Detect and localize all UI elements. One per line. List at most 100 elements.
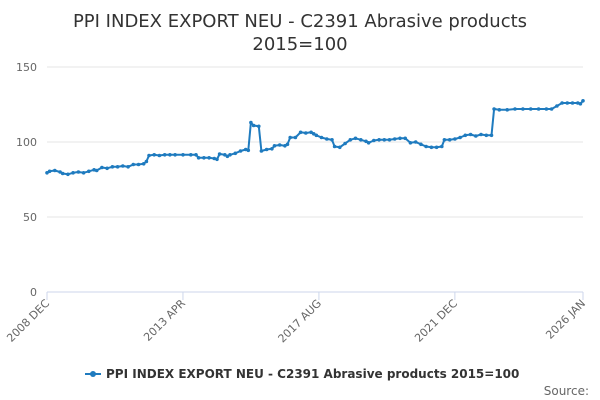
data-point[interactable] (215, 157, 219, 162)
data-point[interactable] (309, 130, 313, 135)
data-point[interactable] (285, 142, 290, 147)
data-point[interactable] (311, 132, 316, 136)
data-point[interactable] (272, 144, 277, 148)
data-point[interactable] (343, 141, 347, 146)
data-point[interactable] (157, 153, 162, 158)
data-point[interactable] (447, 138, 452, 142)
data-point[interactable] (458, 135, 462, 140)
data-point[interactable] (233, 151, 238, 156)
data-point[interactable] (382, 138, 387, 142)
data-point[interactable] (223, 153, 227, 157)
data-point[interactable] (196, 156, 201, 160)
data-point[interactable] (147, 153, 151, 158)
data-point[interactable] (468, 132, 473, 137)
legend[interactable]: PPI INDEX EXPORT NEU - C2391 Abrasive pr… (85, 367, 519, 381)
data-point[interactable] (408, 141, 413, 145)
data-point[interactable] (189, 153, 193, 157)
data-point[interactable] (560, 101, 564, 105)
data-point[interactable] (141, 162, 146, 166)
data-point[interactable] (442, 138, 447, 142)
data-point[interactable] (71, 171, 75, 175)
data-point[interactable] (228, 153, 232, 157)
data-point[interactable] (581, 99, 585, 103)
data-point[interactable] (264, 147, 269, 152)
data-point[interactable] (492, 107, 496, 111)
data-point[interactable] (521, 107, 525, 111)
data-point[interactable] (419, 142, 423, 147)
data-point[interactable] (434, 145, 439, 150)
data-point[interactable] (513, 107, 517, 111)
data-point[interactable] (283, 144, 287, 148)
data-point[interactable] (212, 156, 217, 161)
data-point[interactable] (474, 134, 478, 138)
data-point[interactable] (338, 145, 342, 150)
data-point[interactable] (413, 140, 418, 144)
data-point[interactable] (181, 153, 185, 157)
data-point[interactable] (453, 137, 457, 141)
data-point[interactable] (225, 154, 230, 159)
data-point[interactable] (372, 138, 376, 143)
data-point[interactable] (194, 153, 198, 157)
data-point[interactable] (66, 172, 70, 177)
data-point[interactable] (429, 145, 434, 150)
data-point[interactable] (53, 168, 57, 173)
data-point[interactable] (463, 133, 468, 138)
data-point[interactable] (332, 144, 337, 149)
data-point[interactable] (549, 107, 554, 111)
data-point[interactable] (578, 102, 583, 106)
data-point[interactable] (246, 148, 251, 153)
data-point[interactable] (288, 135, 293, 140)
data-point[interactable] (238, 149, 243, 153)
data-point[interactable] (152, 153, 156, 157)
data-point[interactable] (60, 171, 65, 176)
data-point[interactable] (144, 159, 149, 164)
data-point[interactable] (387, 138, 392, 142)
data-point[interactable] (202, 156, 206, 160)
data-point[interactable] (348, 138, 353, 142)
data-point[interactable] (570, 101, 575, 105)
data-point[interactable] (484, 133, 489, 138)
data-point[interactable] (366, 141, 371, 145)
data-point[interactable] (359, 138, 363, 142)
data-point[interactable] (100, 165, 104, 170)
data-point[interactable] (479, 132, 483, 137)
data-point[interactable] (314, 133, 319, 138)
data-point[interactable] (403, 136, 408, 141)
data-point[interactable] (126, 165, 130, 169)
data-point[interactable] (298, 130, 303, 135)
data-point[interactable] (257, 124, 261, 129)
data-point[interactable] (270, 147, 274, 151)
data-point[interactable] (377, 138, 381, 142)
data-point[interactable] (162, 153, 167, 157)
data-point[interactable] (277, 143, 282, 147)
data-point[interactable] (364, 139, 368, 144)
data-point[interactable] (110, 165, 115, 169)
data-point[interactable] (45, 171, 49, 175)
data-point[interactable] (207, 156, 211, 160)
data-point[interactable] (424, 144, 428, 149)
data-point[interactable] (115, 165, 120, 169)
data-point[interactable] (168, 153, 172, 157)
data-point[interactable] (353, 136, 358, 141)
data-point[interactable] (293, 135, 298, 140)
data-point[interactable] (94, 168, 99, 173)
data-point[interactable] (173, 153, 177, 157)
data-point[interactable] (565, 101, 570, 105)
data-point[interactable] (136, 162, 141, 167)
data-point[interactable] (489, 133, 494, 138)
data-point[interactable] (304, 131, 308, 135)
data-point[interactable] (544, 107, 549, 111)
data-point[interactable] (440, 144, 444, 149)
data-point[interactable] (76, 170, 81, 174)
data-point[interactable] (259, 149, 264, 153)
data-point[interactable] (398, 136, 402, 141)
data-point[interactable] (249, 120, 253, 125)
data-point[interactable] (330, 138, 334, 142)
data-point[interactable] (105, 166, 109, 171)
data-point[interactable] (392, 137, 397, 141)
data-point[interactable] (58, 170, 62, 174)
data-point[interactable] (121, 164, 125, 168)
data-point[interactable] (47, 169, 52, 174)
data-point[interactable] (505, 108, 510, 112)
data-point[interactable] (81, 171, 86, 175)
